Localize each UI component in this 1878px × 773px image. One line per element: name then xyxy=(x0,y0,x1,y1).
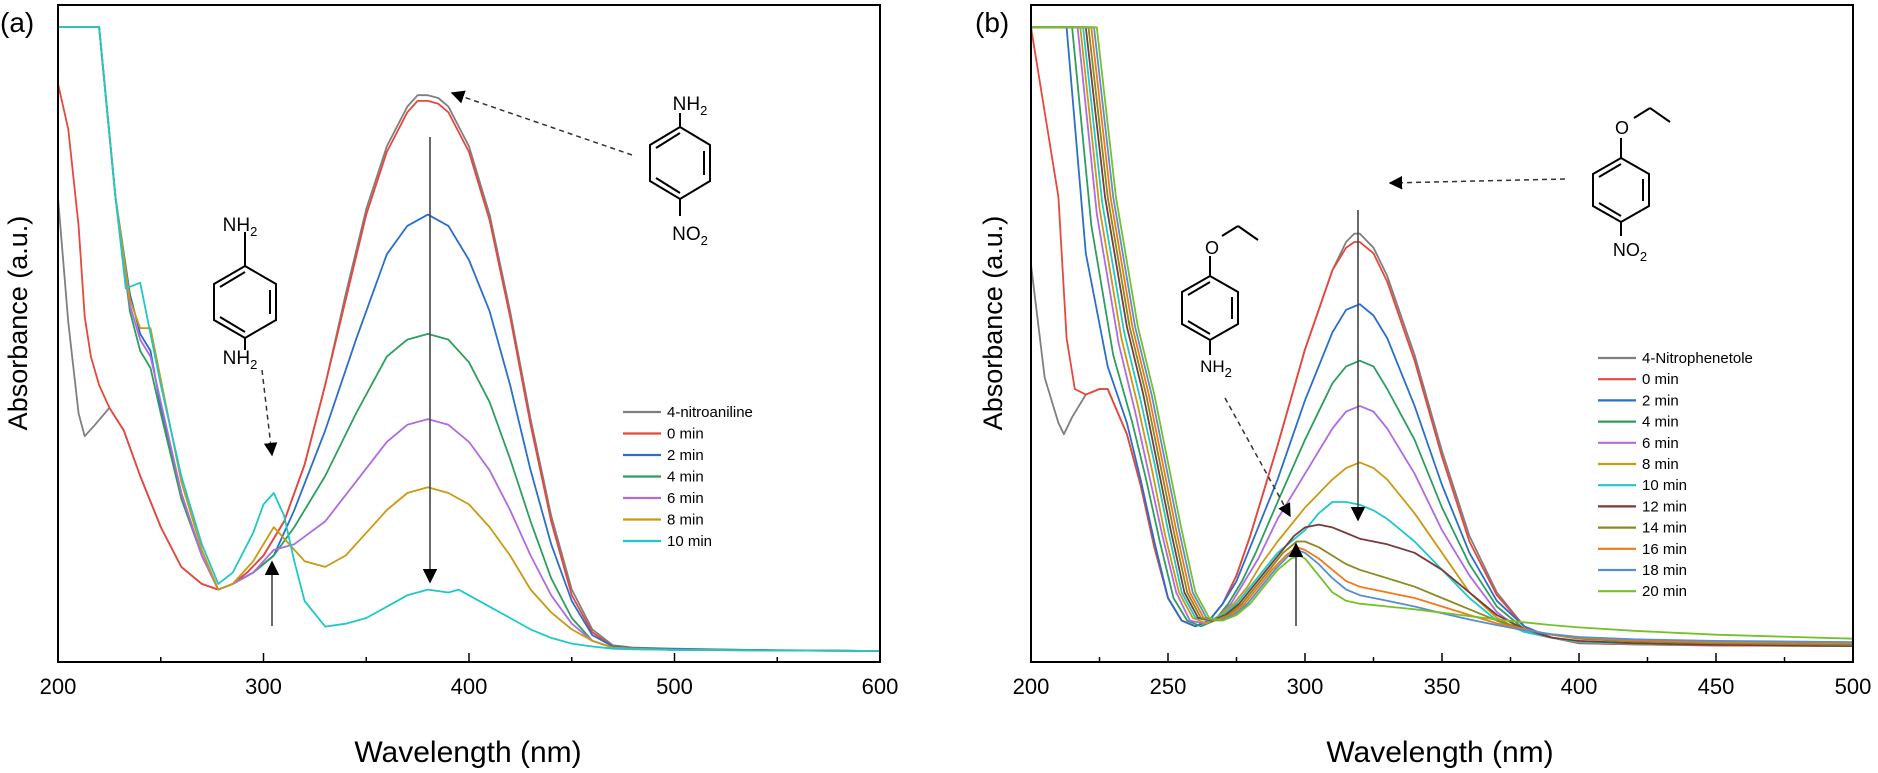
panel-label-b: (b) xyxy=(975,7,1009,38)
panel-a: (a) Absorbance (a.u.) Wavelength (nm) 20… xyxy=(0,4,899,769)
series-line-a-5 xyxy=(58,26,880,652)
legend-label: 18 min xyxy=(1642,562,1687,579)
subscript: 2 xyxy=(701,233,708,248)
series-line-a-6 xyxy=(58,26,880,652)
subscript: 2 xyxy=(1225,365,1232,380)
legend-label: 10 min xyxy=(667,533,712,550)
legend-label: 2 min xyxy=(667,447,704,464)
x-tick-label: 200 xyxy=(40,674,77,699)
molecule-label-nh2-b1: NH2 xyxy=(1200,357,1232,380)
legend-label: 20 min xyxy=(1642,583,1687,600)
subscript: 2 xyxy=(250,224,257,239)
pointer-arrow-product-a xyxy=(261,369,278,457)
panel-label-a: (a) xyxy=(0,7,34,38)
legend-label: 6 min xyxy=(1642,435,1679,452)
molecule-p-phenylenediamine xyxy=(213,232,277,350)
molecule-label-nh2-top-a1: NH2 xyxy=(223,215,258,239)
x-tick-label: 350 xyxy=(1424,674,1461,699)
molecule-label-o-b2: O xyxy=(1615,118,1629,138)
y-axis-label-a: Absorbance (a.u.) xyxy=(3,216,33,431)
x-tick-label: 500 xyxy=(656,674,693,699)
x-axis-label-b: Wavelength (nm) xyxy=(1326,736,1553,769)
x-tick-label: 400 xyxy=(451,674,488,699)
series-line-a-3 xyxy=(58,26,880,652)
legend-label: 12 min xyxy=(1642,498,1687,515)
x-tick-label: 400 xyxy=(1561,674,1598,699)
x-tick-label: 300 xyxy=(245,674,282,699)
molecule-4-ethoxyaniline xyxy=(1181,225,1259,355)
legend-label: 0 min xyxy=(667,426,704,443)
legend-label: 6 min xyxy=(667,490,704,507)
molecule-4-nitroaniline xyxy=(649,113,711,216)
series-line-b-9 xyxy=(1031,26,1853,645)
x-tick-label: 500 xyxy=(1835,674,1872,699)
y-axis-label-b: Absorbance (a.u.) xyxy=(978,216,1008,431)
legend-label: 4 min xyxy=(667,469,704,486)
legend-label: 0 min xyxy=(1642,371,1679,388)
subscript: 2 xyxy=(250,357,257,372)
series-line-b-7 xyxy=(1031,26,1853,647)
molecule-label-nh2-bottom-a1: NH2 xyxy=(223,348,258,372)
plot-area-b xyxy=(1031,26,1853,647)
series-line-b-2 xyxy=(1031,26,1853,647)
molecule-label-nh2-a2: NH2 xyxy=(673,94,708,118)
molecule-label-no2-b2: NO2 xyxy=(1613,240,1647,264)
series-line-a-4 xyxy=(58,26,880,652)
x-tick-label: 600 xyxy=(862,674,899,699)
x-tick-label: 200 xyxy=(1013,674,1050,699)
legend-label: 4 min xyxy=(1642,414,1679,431)
x-axis-label-a: Wavelength (nm) xyxy=(354,736,581,769)
panel-b: (b) Absorbance (a.u.) Wavelength (nm) 20… xyxy=(975,4,1872,769)
x-ticks-b: 200 250 300 350 400 450 500 xyxy=(1013,653,1872,699)
pointer-arrow-reactant-a xyxy=(450,90,633,156)
x-tick-label: 450 xyxy=(1698,674,1735,699)
plot-frame-b xyxy=(1030,4,1854,663)
subscript: 2 xyxy=(1640,249,1647,264)
series-line-b-11 xyxy=(1031,26,1853,640)
x-ticks-a: 200 300 400 500 600 xyxy=(40,653,899,699)
molecule-label-o-b1: O xyxy=(1205,238,1219,258)
legend-label: 10 min xyxy=(1642,477,1687,494)
series-lines-b xyxy=(1031,26,1853,647)
legend-a: 4-nitroaniline 0 min 2 min 4 min 6 min 8 min 1… xyxy=(623,404,753,550)
plot-frame-a xyxy=(57,4,881,663)
pointer-arrow-reactant-b xyxy=(1388,175,1566,190)
subscript: 2 xyxy=(700,103,707,118)
legend-label: 8 min xyxy=(667,512,704,529)
legend-label: 4-Nitrophenetole xyxy=(1642,350,1753,367)
series-line-a-1 xyxy=(58,83,880,652)
x-tick-label: 300 xyxy=(1287,674,1324,699)
legend-label: 2 min xyxy=(1642,392,1679,409)
molecule-label-no2-a2: NO2 xyxy=(672,224,708,248)
legend-label: 8 min xyxy=(1642,456,1679,473)
plot-area-a xyxy=(58,26,880,652)
pointer-arrow-product-b xyxy=(1224,397,1291,518)
series-line-b-0 xyxy=(1031,232,1853,647)
legend-b: 4-Nitrophenetole 0 min 2 min 4 min 6 min 8 mi… xyxy=(1598,350,1753,600)
legend-label: 16 min xyxy=(1642,541,1687,558)
series-line-a-2 xyxy=(58,26,880,652)
series-line-b-5 xyxy=(1031,26,1853,647)
legend-label: 4-nitroaniline xyxy=(667,404,753,421)
legend-label: 14 min xyxy=(1642,520,1687,537)
x-tick-label: 250 xyxy=(1150,674,1187,699)
molecule-4-nitrophenetole xyxy=(1592,107,1671,236)
series-lines-a xyxy=(58,26,880,652)
